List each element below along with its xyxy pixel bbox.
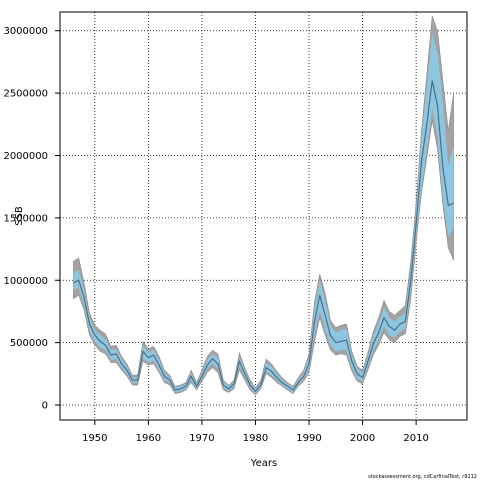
- x-tick-label: 1980: [243, 433, 268, 444]
- y-axis-title: SSB: [14, 206, 25, 226]
- x-tick-label: 2010: [403, 433, 428, 444]
- y-tick-label: 3000000: [3, 26, 48, 37]
- x-tick-label: 1990: [296, 433, 321, 444]
- y-tick-label: 1000000: [3, 276, 48, 287]
- y-tick-label: 1500000: [3, 213, 48, 224]
- x-tick-label: 1970: [189, 433, 214, 444]
- confidence-band-inner: [73, 33, 454, 394]
- x-axis: 1950 1960 1970 1980 1990 2000 2010: [82, 420, 429, 444]
- y-tick-label: 500000: [10, 338, 48, 349]
- plot-frame: [59, 11, 468, 421]
- credit-text: stockassessment.org, cdCarfinalTest, r92…: [368, 474, 477, 480]
- y-tick-label: 2500000: [3, 89, 48, 100]
- y-axis: 0 500000 1000000 1500000 2000000 2500000 30000…: [3, 26, 60, 412]
- y-tick-label: 2000000: [3, 151, 48, 162]
- x-tick-label: 1950: [82, 433, 107, 444]
- y-tick-label: 0: [42, 401, 48, 412]
- ssb-estimate-line: [73, 80, 454, 393]
- x-axis-title: Years: [250, 458, 277, 469]
- x-tick-label: 2000: [350, 433, 375, 444]
- x-tick-label: 1960: [136, 433, 161, 444]
- confidence-band-outer: [73, 15, 454, 396]
